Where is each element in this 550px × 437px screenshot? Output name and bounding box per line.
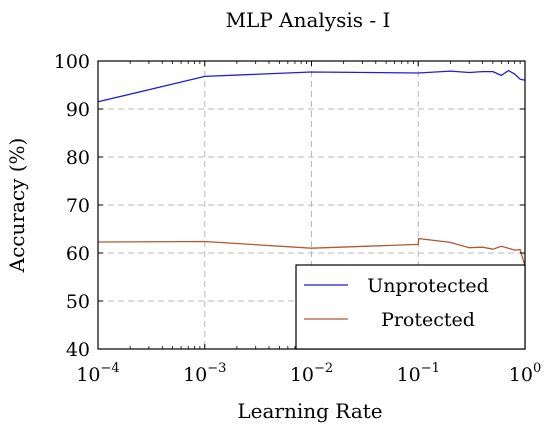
y-tick-label: 80 [66,147,90,169]
legend-label-protected: Protected [381,309,475,331]
y-tick-label: 70 [66,195,90,217]
y-tick-label: 60 [66,243,90,265]
series-line-unprotected [97,69,526,103]
series-line-protected [97,237,526,267]
y-axis-label: Accuracy (%) [5,138,29,274]
y-tick-label: 50 [66,291,90,313]
x-tick-exponent: −4 [101,361,120,376]
x-tick-labels: 10−4 10−3 10−2 10−1 100 [76,361,541,386]
x-tick-base: 10 [183,364,207,386]
series-layer [97,69,526,267]
x-tick-exponent: −2 [314,361,333,376]
x-tick-base: 10 [290,364,314,386]
chart-title: MLP Analysis - I [226,8,391,32]
y-tick-labels: 40 50 60 70 80 90 100 [54,51,90,361]
x-tick-base: 10 [509,364,533,386]
x-tick-exponent: −3 [207,361,226,376]
x-tick-exponent: −1 [421,361,440,376]
legend-label-unprotected: Unprotected [367,275,489,297]
x-tick-label: 10−1 [397,361,440,386]
y-tick-label: 40 [66,339,90,361]
legend-box [295,264,526,350]
x-tick-exponent: 0 [533,361,541,376]
x-tick-base: 10 [76,364,100,386]
x-tick-label: 10−2 [290,361,333,386]
x-tick-label: 10−3 [183,361,226,386]
x-tick-base: 10 [397,364,421,386]
legend: Unprotected Protected [295,264,526,350]
y-tick-label: 100 [54,51,90,73]
y-tick-label: 90 [66,99,90,121]
x-tick-label: 10−4 [76,361,119,386]
x-axis-label: Learning Rate [237,399,382,423]
x-tick-label: 100 [509,361,541,386]
